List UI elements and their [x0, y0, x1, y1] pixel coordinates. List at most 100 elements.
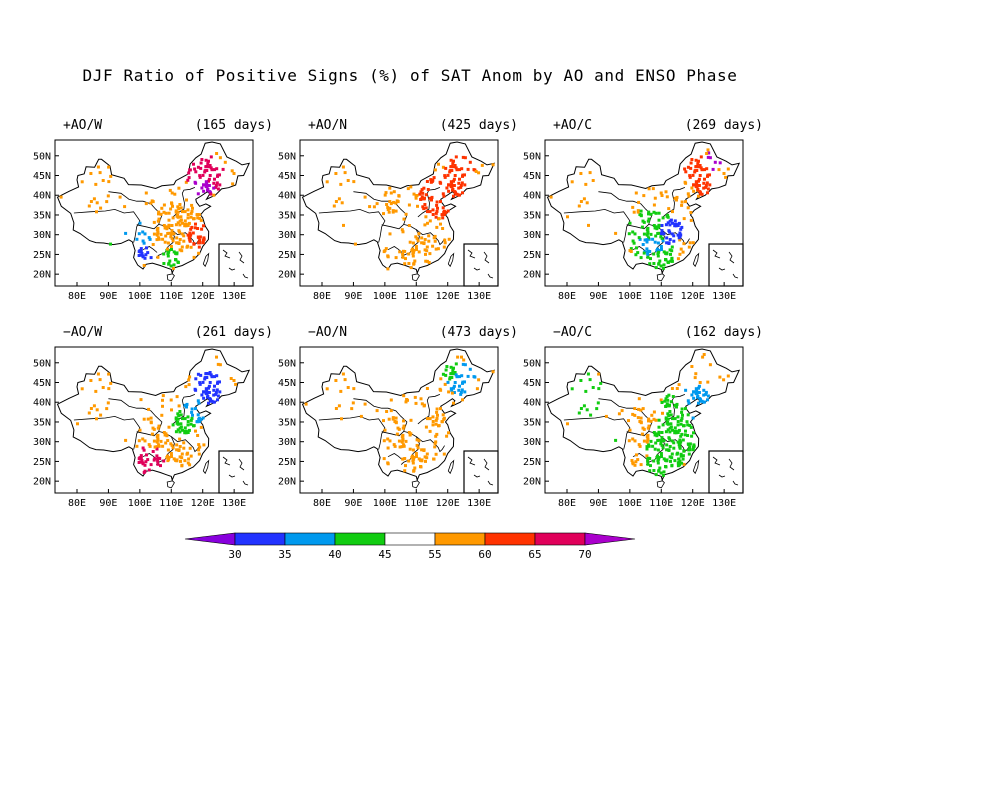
- china-outline: [546, 348, 741, 482]
- station-dot: [213, 375, 216, 379]
- station-dot: [178, 445, 182, 448]
- station-dot: [466, 167, 470, 171]
- station-dot: [215, 374, 219, 378]
- station-dot: [156, 459, 160, 463]
- station-dot: [680, 225, 684, 229]
- station-dot: [138, 428, 142, 432]
- station-dot: [691, 445, 695, 449]
- lat-tick-label: 40N: [33, 191, 51, 202]
- station-dot: [341, 372, 345, 376]
- station-dot: [171, 204, 174, 208]
- lon-tick-label: 100E: [373, 291, 397, 302]
- station-dot: [146, 251, 150, 255]
- map-plot: 50N 45N 40N 35N 30N 25N 20N 80E 90E 100E 110E 120E 1…: [523, 139, 744, 302]
- lon-tick-label: 80E: [68, 498, 86, 509]
- colorbar-label: 30: [228, 548, 241, 561]
- station-dot: [579, 200, 583, 203]
- station-dot: [664, 458, 668, 462]
- station-dot: [670, 452, 674, 456]
- station-dot: [411, 454, 414, 458]
- inset-island: [732, 273, 739, 279]
- station-dot: [459, 390, 463, 394]
- station-dot: [204, 165, 208, 169]
- station-dot: [107, 387, 111, 391]
- station-dot: [337, 404, 341, 408]
- station-dot: [166, 232, 170, 235]
- station-dot: [342, 223, 345, 227]
- station-dot: [188, 168, 192, 172]
- station-dot: [647, 236, 651, 240]
- station-dot: [343, 171, 347, 175]
- station-dot: [680, 410, 684, 414]
- lat-tick-label: 30N: [33, 230, 51, 241]
- station-dot: [386, 462, 390, 466]
- station-dot: [181, 417, 184, 421]
- station-dot: [202, 443, 206, 447]
- station-dot: [460, 181, 464, 185]
- station-dot: [186, 415, 190, 419]
- station-dot: [174, 258, 177, 261]
- station-dot: [401, 252, 405, 256]
- station-dot: [386, 267, 390, 271]
- station-dot: [451, 188, 455, 191]
- station-dot: [325, 387, 329, 391]
- station-dot: [690, 365, 694, 368]
- station-dot: [637, 200, 641, 204]
- station-dot: [384, 191, 388, 195]
- station-dot: [210, 375, 214, 379]
- lon-tick-label: 90E: [99, 498, 117, 509]
- station-dot: [591, 386, 595, 389]
- station-dot: [417, 250, 421, 254]
- station-dot: [672, 441, 676, 445]
- station-dot: [634, 191, 638, 195]
- station-dot: [404, 439, 408, 443]
- inset-island: [222, 456, 231, 466]
- station-dot: [363, 402, 367, 406]
- station-dot: [675, 402, 679, 406]
- station-dot: [202, 236, 206, 240]
- station-dot: [397, 439, 401, 443]
- lon-tick-label: 90E: [344, 291, 362, 302]
- station-dot: [667, 242, 671, 245]
- station-dot: [442, 245, 446, 249]
- inset-island: [238, 458, 245, 471]
- station-dot: [660, 436, 664, 440]
- station-dot: [633, 407, 637, 410]
- internal-boundary: [171, 229, 200, 246]
- station-dot: [645, 447, 649, 451]
- lat-tick-label: 25N: [523, 457, 541, 468]
- station-dot: [400, 228, 404, 232]
- station-dot: [657, 418, 661, 422]
- lat-tick-label: 35N: [33, 417, 51, 428]
- station-dot: [670, 463, 674, 467]
- station-dot: [588, 171, 592, 175]
- station-dot: [695, 184, 699, 188]
- station-dot: [450, 184, 454, 188]
- station-dot: [385, 203, 389, 206]
- station-dot: [468, 160, 472, 164]
- station-dot: [155, 445, 159, 449]
- station-dot: [197, 443, 201, 447]
- inset-island: [228, 267, 236, 271]
- internal-boundary: [318, 208, 386, 243]
- station-dot: [422, 207, 426, 211]
- station-dot: [655, 434, 659, 438]
- station-dot: [646, 459, 650, 463]
- station-dot: [676, 461, 680, 465]
- station-dot: [678, 231, 682, 235]
- station-dot: [673, 426, 677, 430]
- station-dot: [463, 363, 467, 367]
- taiwan-outline: [447, 252, 455, 268]
- station-dot: [107, 165, 111, 169]
- lat-tick-label: 25N: [33, 250, 51, 261]
- station-dot: [178, 430, 182, 434]
- station-dot: [442, 452, 446, 456]
- station-dot: [633, 463, 637, 467]
- station-dot: [435, 407, 439, 411]
- station-dot: [614, 438, 618, 442]
- station-dot: [171, 423, 175, 427]
- station-dot: [201, 241, 205, 245]
- station-dot: [688, 174, 692, 178]
- station-dot: [595, 407, 599, 411]
- station-dot: [443, 175, 447, 179]
